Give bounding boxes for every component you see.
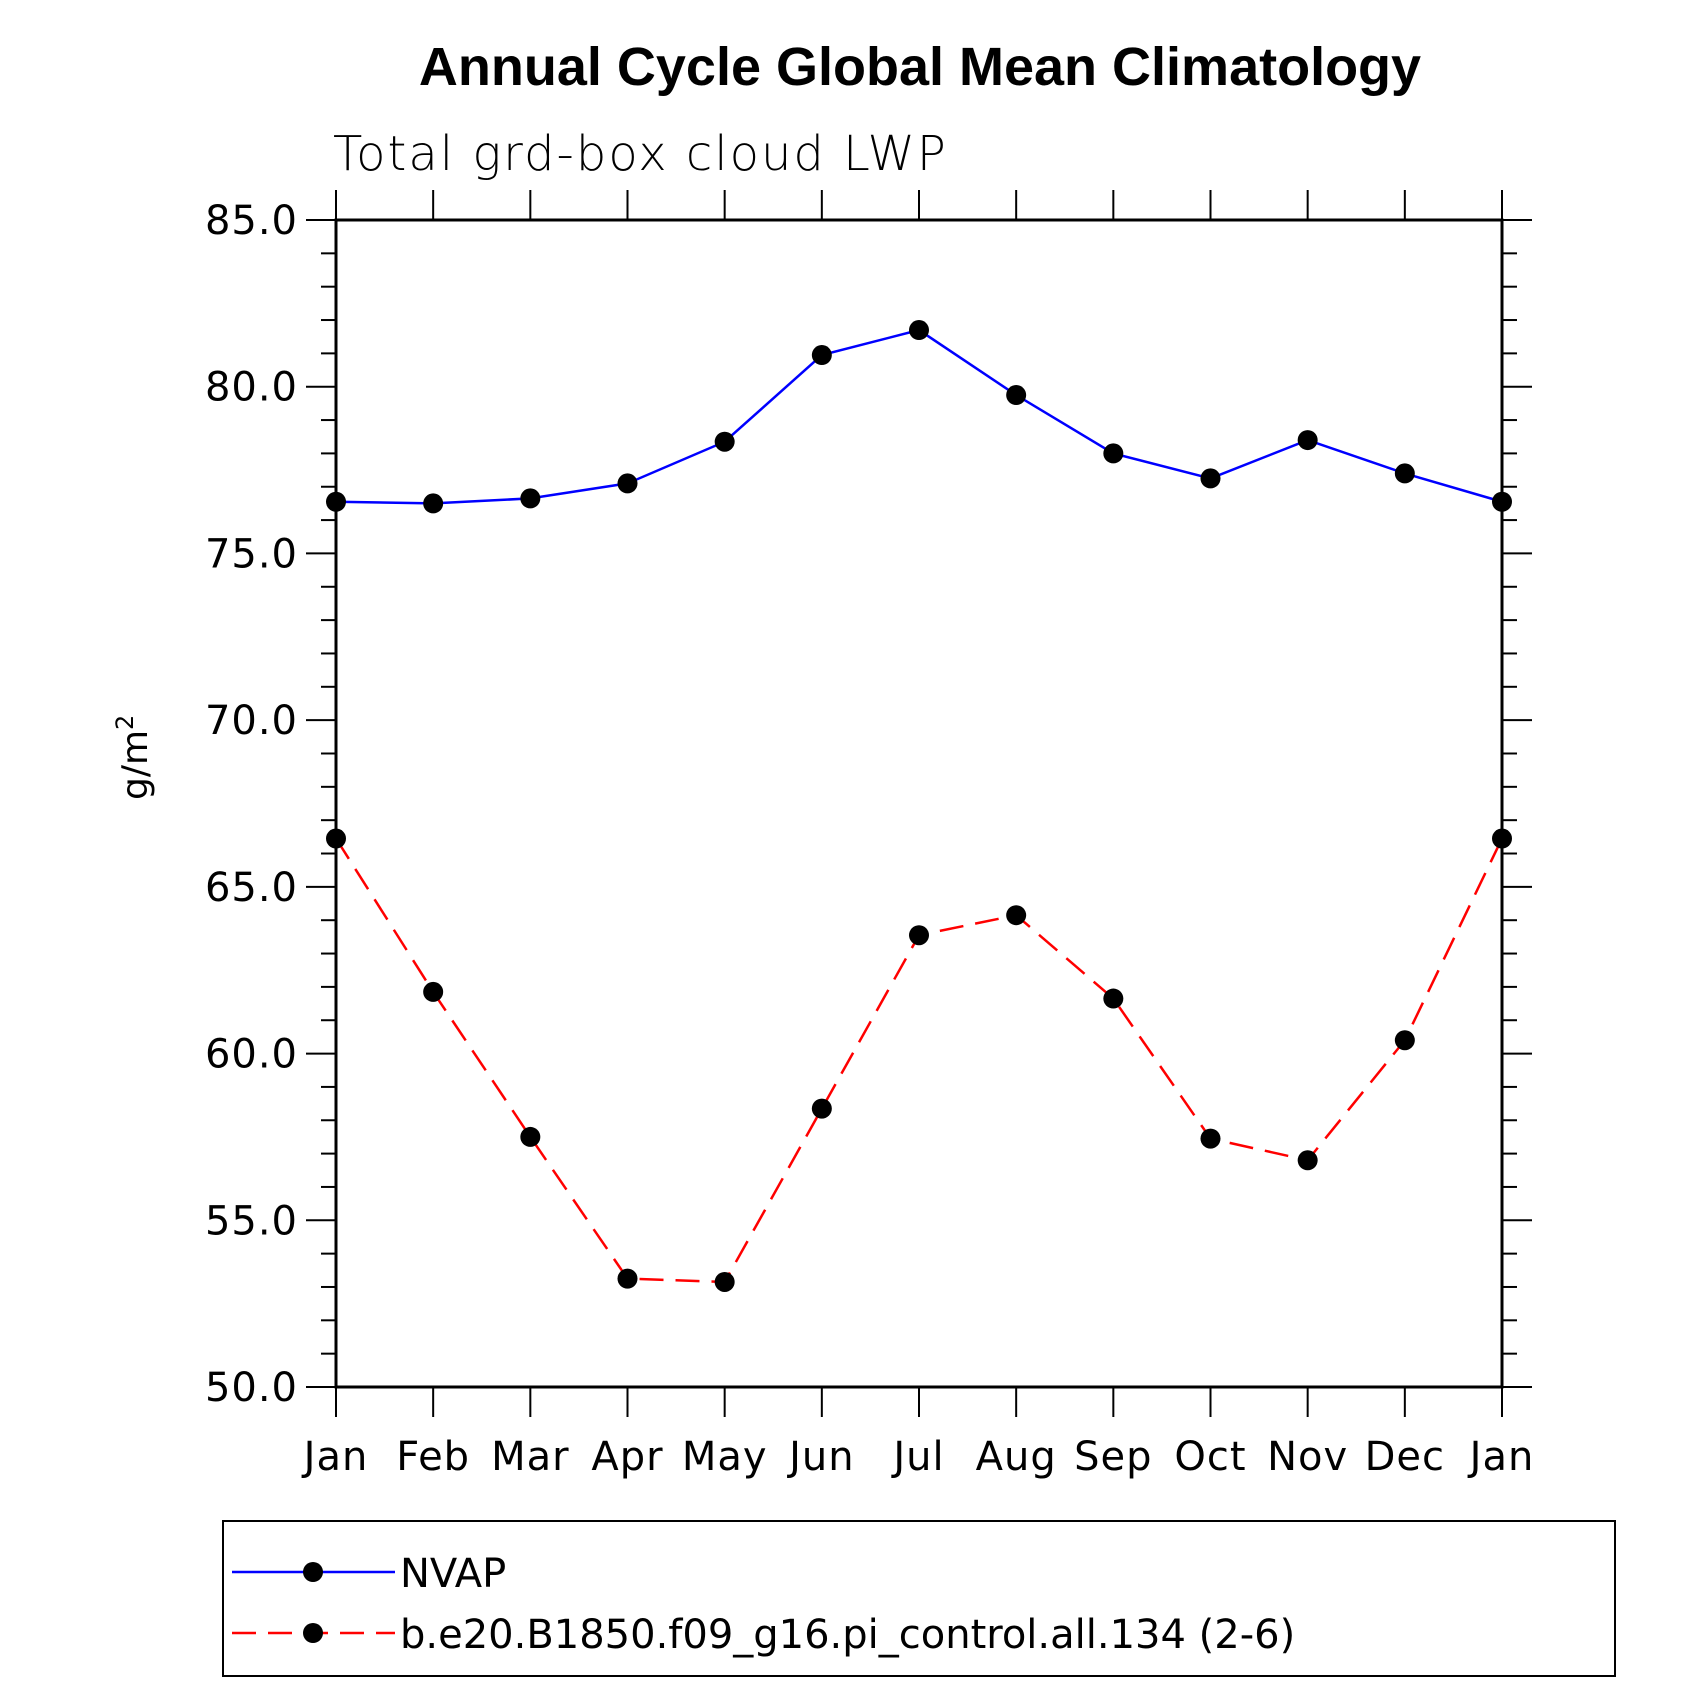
x-tick-label: Feb — [396, 1434, 470, 1480]
x-tick-label: Dec — [1365, 1434, 1445, 1480]
x-tick-label: Jun — [786, 1434, 855, 1480]
y-axis-label-exponent: 2 — [111, 715, 139, 730]
data-point — [1297, 430, 1318, 451]
data-point — [1103, 443, 1124, 464]
data-point — [617, 473, 638, 494]
data-point — [1006, 385, 1027, 406]
data-point — [909, 925, 929, 946]
data-point — [520, 1126, 541, 1147]
legend-entry-2: b.e20.B1850.f09_g16.pi_control.all.134 (… — [232, 1612, 1295, 1658]
x-tick-label: Apr — [591, 1434, 663, 1480]
axis-ticks — [306, 190, 1532, 1417]
y-tick-label: 60.0 — [205, 1032, 298, 1078]
data-point — [811, 345, 832, 366]
y-axis-label-unit: g/m — [115, 730, 156, 800]
data-point — [1492, 491, 1512, 512]
x-tick-label: Nov — [1267, 1434, 1348, 1480]
x-tick-label: Jan — [301, 1434, 369, 1480]
data-point — [520, 488, 541, 509]
data-point — [326, 491, 346, 512]
legend-entry-1: NVAP — [232, 1551, 506, 1597]
y-tick-label: 70.0 — [205, 698, 298, 744]
data-point — [1006, 905, 1027, 926]
data-point — [1200, 468, 1221, 489]
x-tick-label: Aug — [976, 1434, 1057, 1480]
series-2 — [326, 828, 1512, 1292]
data-point — [1492, 828, 1512, 849]
data-point — [423, 981, 444, 1002]
data-point — [1103, 988, 1124, 1009]
x-tick-label: Oct — [1174, 1434, 1246, 1480]
x-tick-label: Jan — [1467, 1434, 1535, 1480]
data-point — [714, 431, 735, 452]
series-line — [334, 837, 1504, 1284]
series-line — [335, 328, 1503, 505]
x-tick-labels: Jan Feb Mar Apr May Jun Jul Aug Sep Oct Nov Dec Jan — [301, 1434, 1535, 1480]
y-tick-label: 55.0 — [205, 1198, 298, 1244]
data-point — [423, 493, 444, 514]
legend-marker — [303, 1562, 323, 1582]
x-tick-label: Jul — [890, 1434, 944, 1480]
x-tick-label: Sep — [1074, 1434, 1152, 1480]
chart-title: Annual Cycle Global Mean Climatology — [419, 37, 1421, 97]
data-point — [1297, 1150, 1318, 1171]
y-tick-label: 50.0 — [205, 1365, 298, 1411]
series-1 — [326, 320, 1512, 514]
data-point — [909, 320, 929, 341]
data-point — [326, 828, 346, 849]
legend-marker — [303, 1623, 323, 1643]
chart-subtitle: Total grd-box cloud LWP — [333, 126, 948, 182]
plot-frame — [334, 218, 1504, 1389]
data-point — [811, 1098, 832, 1119]
data-point — [1394, 1030, 1415, 1051]
legend-label: NVAP — [400, 1551, 506, 1597]
data-point — [1200, 1128, 1221, 1149]
y-tick-label: 75.0 — [205, 531, 298, 577]
x-tick-label: May — [682, 1434, 768, 1480]
data-point — [617, 1268, 638, 1289]
y-tick-label: 85.0 — [205, 198, 298, 244]
data-point — [1394, 463, 1415, 484]
y-tick-label: 80.0 — [205, 365, 298, 411]
data-point — [714, 1271, 735, 1292]
series-group — [326, 320, 1512, 1292]
legend: NVAP b.e20.B1850.f09_g16.pi_control.all.1… — [232, 1551, 1295, 1658]
y-tick-label: 65.0 — [205, 865, 298, 911]
legend-label: b.e20.B1850.f09_g16.pi_control.all.134 (… — [400, 1612, 1295, 1658]
legend-box — [222, 1520, 1616, 1677]
y-axis-label: g/m2 — [111, 715, 156, 800]
x-tick-label: Mar — [491, 1434, 569, 1480]
y-tick-labels: 50.0 55.0 60.0 65.0 70.0 75.0 80.0 85.0 — [205, 198, 298, 1411]
